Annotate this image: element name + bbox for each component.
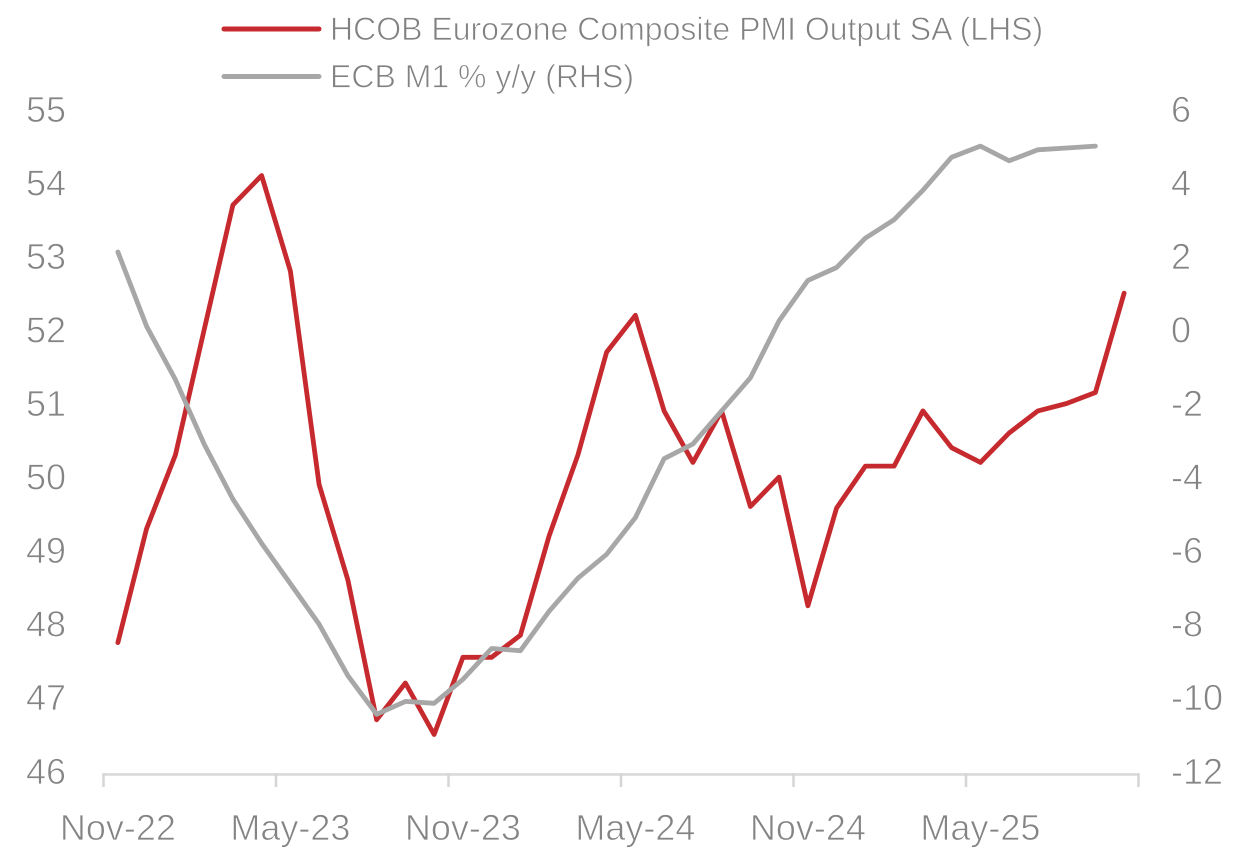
svg-text:-2: -2 bbox=[1171, 383, 1203, 424]
svg-text:50: 50 bbox=[26, 457, 66, 498]
svg-text:Nov-23: Nov-23 bbox=[405, 807, 521, 848]
svg-text:53: 53 bbox=[26, 236, 66, 277]
svg-text:2: 2 bbox=[1171, 236, 1191, 277]
svg-text:ECB M1 % y/y (RHS): ECB M1 % y/y (RHS) bbox=[330, 59, 634, 95]
svg-text:52: 52 bbox=[26, 310, 66, 351]
svg-text:48: 48 bbox=[26, 604, 66, 645]
svg-text:-6: -6 bbox=[1171, 530, 1203, 571]
svg-text:-10: -10 bbox=[1171, 677, 1223, 718]
svg-text:4: 4 bbox=[1171, 162, 1191, 203]
svg-text:-4: -4 bbox=[1171, 457, 1203, 498]
svg-text:0: 0 bbox=[1171, 310, 1191, 351]
svg-text:46: 46 bbox=[26, 751, 66, 792]
svg-text:Nov-22: Nov-22 bbox=[60, 807, 176, 848]
svg-text:May-23: May-23 bbox=[230, 807, 350, 848]
svg-text:6: 6 bbox=[1171, 89, 1191, 130]
svg-text:May-25: May-25 bbox=[920, 807, 1040, 848]
svg-text:54: 54 bbox=[26, 162, 66, 203]
svg-text:Nov-24: Nov-24 bbox=[750, 807, 866, 848]
svg-text:55: 55 bbox=[26, 89, 66, 130]
svg-text:51: 51 bbox=[26, 383, 66, 424]
svg-text:49: 49 bbox=[26, 530, 66, 571]
svg-text:May-24: May-24 bbox=[575, 807, 695, 848]
svg-text:-8: -8 bbox=[1171, 604, 1203, 645]
svg-text:47: 47 bbox=[26, 677, 66, 718]
svg-text:HCOB Eurozone Composite PMI Ou: HCOB Eurozone Composite PMI Output SA (L… bbox=[330, 11, 1043, 47]
svg-text:-12: -12 bbox=[1171, 751, 1223, 792]
